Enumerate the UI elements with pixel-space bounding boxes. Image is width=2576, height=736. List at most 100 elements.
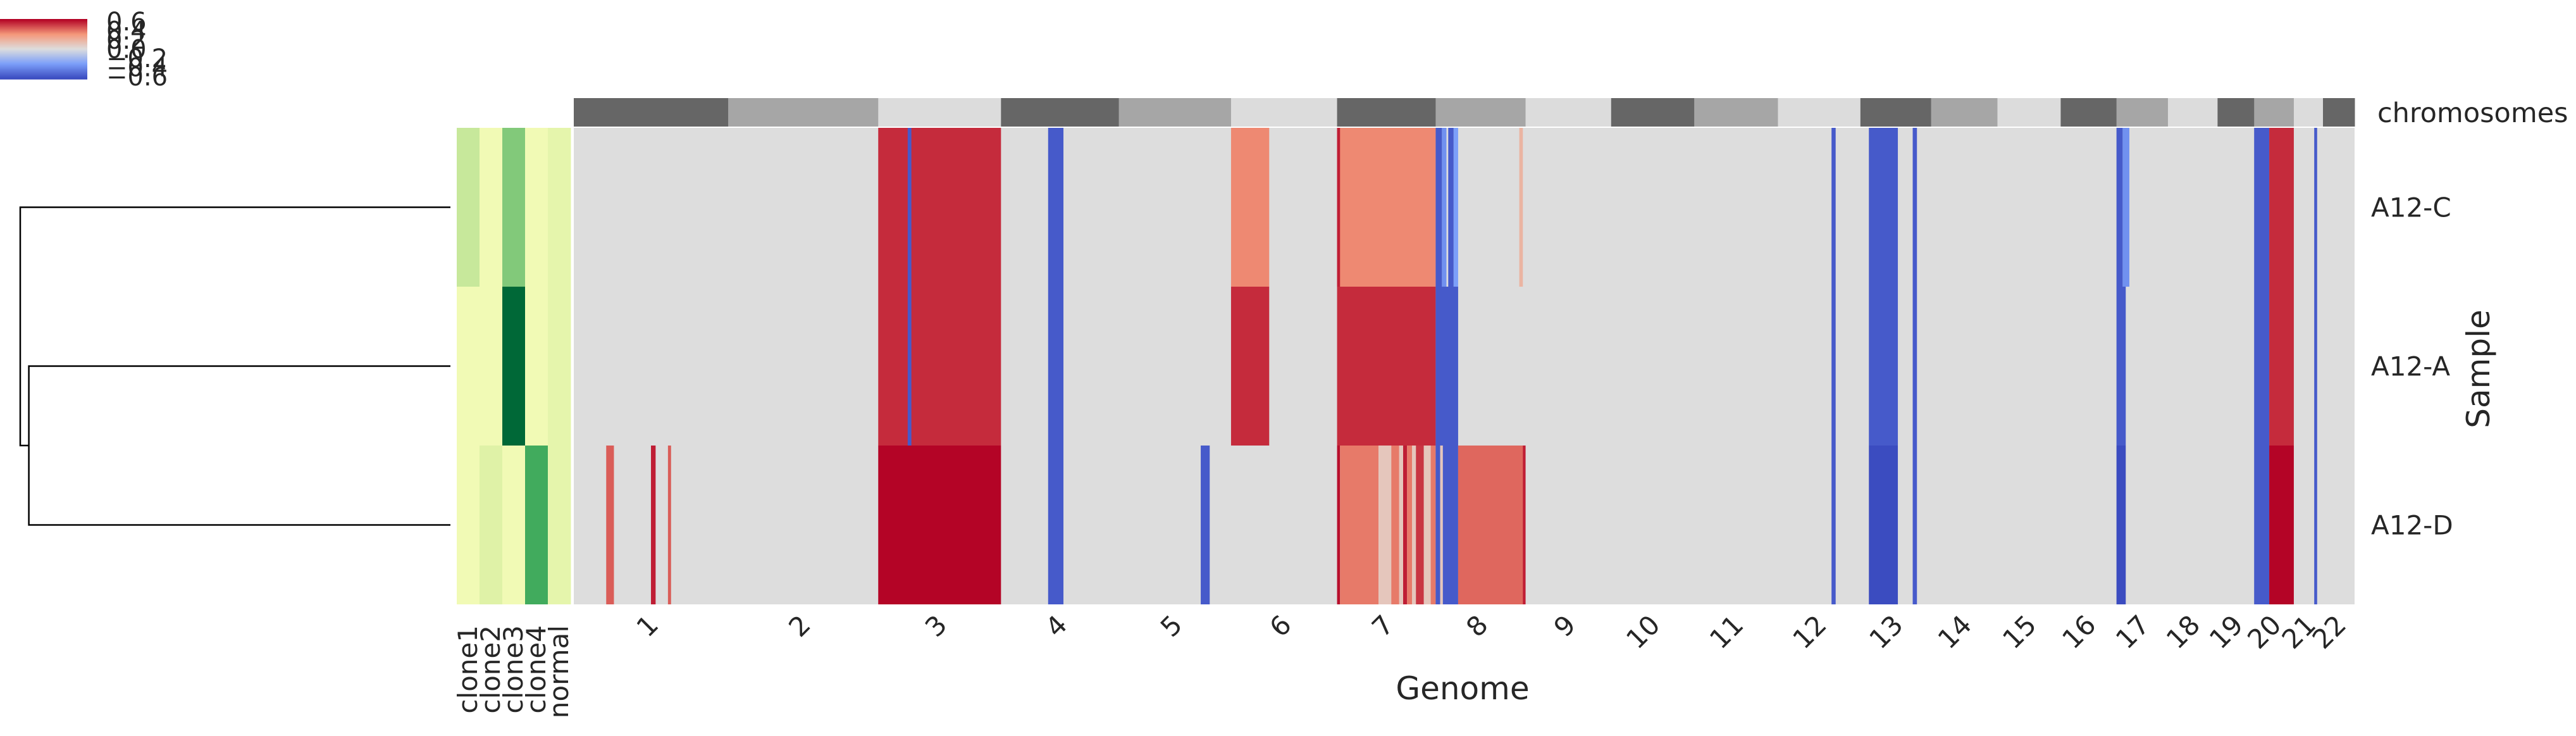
chromosome-track-cell-18 [2167,98,2218,127]
annotation-cell-clone1 [457,128,480,287]
colorbar-tick-label: 0.6 [106,8,147,37]
colorbar-swatch [0,34,87,36]
heatmap-segment-A12-D-5 [1201,446,1210,604]
heatmap-segment-A12-C-5 [1337,128,1341,287]
heatmap-segment-A12-C-12 [1869,128,1898,287]
colorbar-swatch [0,66,87,68]
heatmap-segment-A12-C-10 [1519,128,1523,287]
annotation-cell-clone3 [502,446,526,604]
heatmap-segment-A12-D-2 [667,446,671,604]
heatmap-segment-A12-D-9 [1391,446,1399,604]
colorbar-swatch [0,19,87,21]
chromosome-track-cell-14 [1931,98,1998,127]
heatmap-segment-A12-D-6 [1337,446,1341,604]
colorbar-swatch [0,49,87,51]
heatmap-segment-A12-D-1 [651,446,656,604]
colorbar-swatch [0,64,87,66]
colorbar-swatch [0,78,87,80]
y-axis-label: Sample [2460,309,2497,428]
axis-labels: chromosomes Genome Sample [1396,97,2568,707]
annotation-cell-normal [548,446,571,604]
chromosome-tick-label: 17 [2110,609,2155,654]
chromosome-track-cell-7 [1337,98,1436,127]
sample-label: A12-C [2371,192,2451,223]
heatmap-segment-A12-D-14 [1416,446,1424,604]
colorbar-swatch [0,30,87,32]
colorbar-swatch [0,39,87,41]
chromosome-track-cell-12 [1778,98,1861,127]
heatmap-segment-A12-D-4 [1048,446,1064,604]
colorbar-tick-label: 0.4 [106,17,147,46]
colorbar-swatch [0,70,87,72]
colorbar-swatch [0,45,87,47]
x-axis-label: Genome [1396,670,1529,707]
colorbar-swatch [0,47,87,50]
chromosome-track-cell-5 [1118,98,1232,127]
annotation-cell-normal [548,287,571,446]
colorbar-swatch [0,54,87,56]
colorbar-swatch [0,65,87,67]
chromosome-tick-label: 13 [1863,609,1909,654]
colorbar-swatch [0,25,87,27]
annotation-column-label: clone3 [498,625,529,714]
chromosome-tick-label: 14 [1932,609,1978,654]
heatmap-segment-A12-D-18 [1440,446,1443,604]
chromosome-tick-label: 11 [1704,609,1749,654]
chromosome-tick-label: 5 [1155,609,1189,643]
heatmap-segment-A12-C-0 [878,128,1001,287]
dendrogram-branch [19,206,450,447]
colorbar-swatch [0,20,87,22]
chromosome-tick-label: 16 [2056,609,2102,654]
heatmap-segment-A12-C-2 [1048,128,1064,287]
heatmap-segment-A12-C-18 [2314,128,2317,287]
heatmap-segment-A12-A-5 [1435,287,1458,446]
colorbar-swatch [0,61,87,63]
colorbar-swatch [0,56,87,58]
annotation-cell-clone1 [457,287,480,446]
heatmap-segment-A12-A-9 [2116,287,2126,446]
chromosome-track-cell-2 [728,98,879,127]
colorbar-swatch [0,58,87,59]
annotation-cell-clone3 [502,128,526,287]
chromosome-track-cell-3 [878,98,1001,127]
heatmap-segment-A12-C-4 [1337,128,1436,287]
colorbar-tick-label: 0.0 [106,35,147,65]
heatmap-segment-A12-D-3 [878,446,1001,604]
annotation-cell-clone4 [525,287,548,446]
heatmap-segment-A12-D-24 [1912,446,1917,604]
colorbar-swatch [0,27,87,30]
colorbar-swatch [0,74,87,76]
heatmap-segment-A12-C-7 [1442,128,1447,287]
heatmap-segment-A12-D-13 [1412,446,1416,604]
dendrogram-branch [28,365,450,526]
annotation-cell-clone4 [525,446,548,604]
heatmap-segment-A12-A-8 [1912,287,1917,446]
heatmap-segment-A12-D-25 [2116,446,2126,604]
heatmap-segment-A12-C-3 [1230,128,1270,287]
colorbar-tick-label: −0.4 [106,54,168,83]
chromosome-tick-label: 3 [919,609,953,643]
chromosome-tick-label: 22 [2307,609,2352,654]
heatmap-segment-A12-C-14 [2116,128,2123,287]
chromosome-tick-label: 2 [783,609,817,643]
heatmap-segment-A12-C-13 [1912,128,1917,287]
colorbar-swatch [0,22,87,25]
colorbar-swatch [0,21,87,23]
colorbar-swatch [0,26,87,28]
chromosome-track-cell-6 [1230,98,1338,127]
heatmap-segment-A12-D-19 [1442,446,1458,604]
colorbar-swatch [0,53,87,55]
heatmap-segment-A12-A-1 [907,287,912,446]
chromosome-track-cell-1 [574,98,729,127]
heatmap-segment-A12-D-21 [1523,446,1526,604]
chromosome-tick-label: 7 [1366,609,1400,643]
annotation-cell-clone3 [502,287,526,446]
colorbar-swatch [0,36,87,39]
chromosome-tick-label: 10 [1620,609,1666,654]
chromosome-track-cell-4 [1001,98,1120,127]
heatmap-segment-A12-A-4 [1337,287,1436,446]
heatmap-segment-A12-D-20 [1458,446,1526,604]
